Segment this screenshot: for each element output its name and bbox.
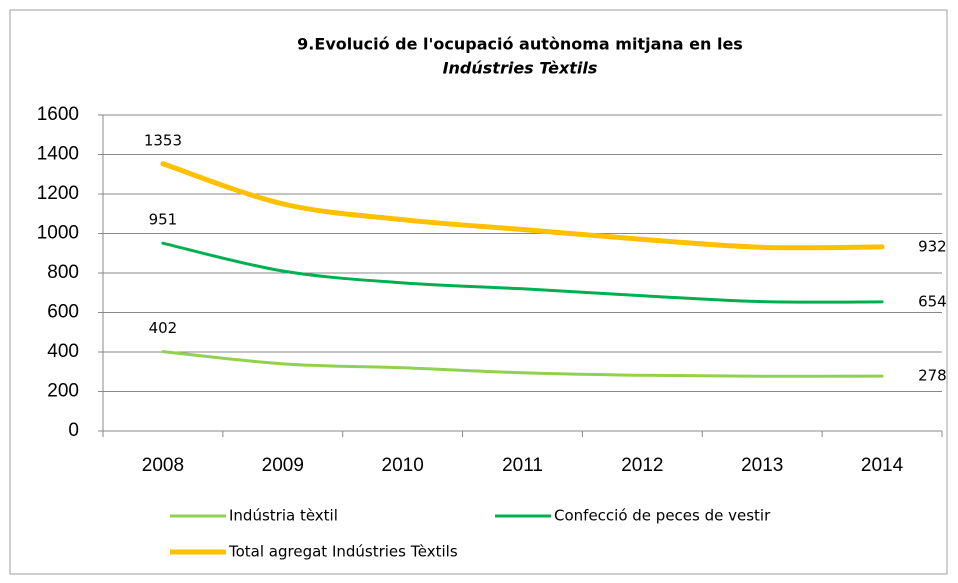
y-tick-label: 1400 [37, 144, 79, 165]
legend-label: Confecció de peces de vestir [554, 507, 771, 525]
chart-title: Indústries Tèxtils [443, 59, 598, 78]
x-tick-label: 2009 [262, 455, 304, 476]
x-tick-label: 2014 [861, 455, 904, 476]
y-tick-label: 200 [47, 381, 79, 402]
y-tick-label: 800 [47, 262, 79, 283]
y-tick-label: 1600 [37, 104, 79, 125]
chart-frame [9, 9, 948, 575]
data-label: 951 [149, 211, 178, 229]
chart-title: 9.Evolució de l'ocupació autònoma mitjan… [297, 35, 743, 54]
line-series [161, 350, 884, 378]
x-tick-label: 2008 [142, 455, 184, 476]
y-tick-label: 1000 [37, 223, 79, 244]
y-tick-label: 1200 [37, 183, 79, 204]
data-label: 278 [918, 367, 947, 385]
x-tick-label: 2011 [502, 455, 543, 476]
y-tick-label: 400 [47, 341, 79, 362]
data-label: 402 [149, 319, 178, 337]
x-tick-label: 2010 [382, 455, 424, 476]
y-tick-label: 600 [47, 302, 79, 323]
line-series [160, 161, 885, 251]
x-tick-label: 2013 [741, 455, 783, 476]
data-label: 1353 [144, 131, 182, 149]
data-label: 654 [918, 292, 947, 310]
legend-label: Indústria tèxtil [229, 507, 338, 525]
x-tick-label: 2012 [621, 455, 663, 476]
data-label: 932 [918, 237, 947, 255]
y-tick-label: 0 [68, 420, 79, 441]
line-series [161, 241, 884, 304]
legend-label: Total agregat Indústries Tèxtils [228, 543, 458, 561]
